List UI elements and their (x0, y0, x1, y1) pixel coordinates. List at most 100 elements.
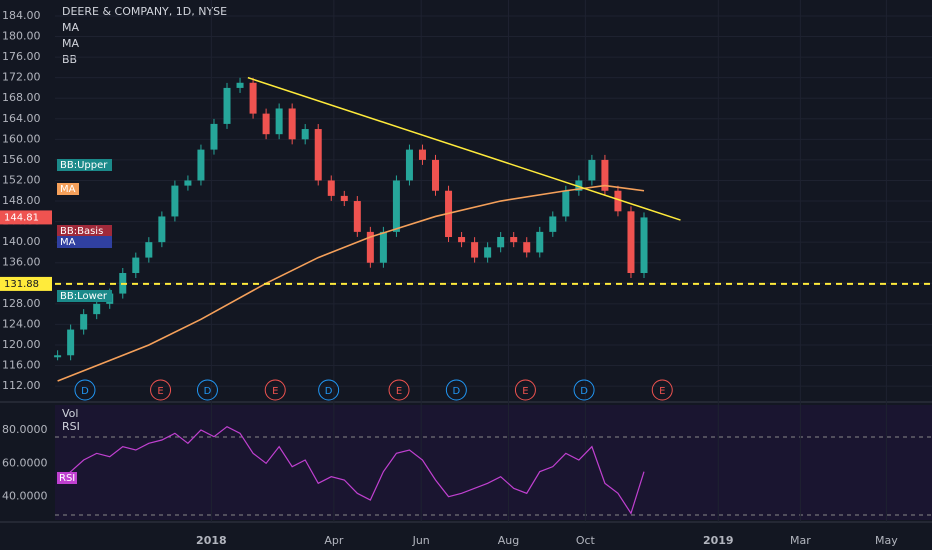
y-tick-label: 148.00 (2, 194, 41, 207)
candle (640, 217, 648, 274)
candle (145, 242, 153, 258)
indicator-badge-bg (57, 159, 112, 171)
event-label: D (580, 386, 588, 397)
candle (67, 329, 75, 356)
indicator-badge: MA (57, 236, 112, 248)
y-tick-label: 184.00 (2, 9, 41, 22)
y-tick-label: 120.00 (2, 338, 41, 351)
event-label: D (453, 386, 461, 397)
event-marker (573, 379, 595, 401)
candle (510, 237, 518, 243)
chart-title: DEERE & COMPANY, 1D, NYSE (62, 5, 227, 18)
x-tick-label: 2018 (196, 534, 227, 547)
candle (588, 159, 596, 181)
candle (549, 216, 557, 232)
event-marker (74, 379, 96, 401)
ma-line (57, 184, 645, 382)
x-tick-label: Jun (412, 534, 430, 547)
x-tick-label: Aug (498, 534, 519, 547)
y-tick-label: 140.00 (2, 235, 41, 248)
rsi-tick-label: 40.0000 (2, 490, 48, 503)
indicator-badge: BB:Upper (57, 159, 112, 171)
candle (471, 242, 479, 258)
event-marker (388, 379, 410, 401)
event-marker (514, 379, 536, 401)
candle (197, 149, 205, 181)
indicator-badge-label: MA (60, 237, 76, 248)
candle (80, 314, 88, 330)
candle (484, 247, 492, 258)
candle (262, 113, 270, 135)
indicator-badge-label: BB:Lower (60, 291, 108, 302)
event-marker (264, 379, 286, 401)
indicator-badge-bg (57, 225, 112, 237)
candle (562, 190, 570, 217)
event-label: E (522, 386, 528, 397)
indicator-badge-bg (57, 183, 79, 195)
y-tick-label: 172.00 (2, 71, 41, 84)
event-label: E (157, 386, 163, 397)
event-label: D (204, 386, 212, 397)
candle (432, 159, 440, 191)
x-tick-label: Apr (324, 534, 344, 547)
candle (210, 123, 218, 150)
indicator-badge: MA (57, 183, 79, 195)
event-label: E (659, 386, 665, 397)
price-badge (0, 276, 52, 291)
rsi-badge-label: RSI (59, 473, 75, 484)
x-tick-label: 2019 (703, 534, 734, 547)
rsi-pane (55, 405, 932, 520)
candle (366, 231, 374, 263)
y-tick-label: 112.00 (2, 379, 41, 392)
candle (288, 108, 296, 140)
trend-line (247, 76, 681, 221)
x-tick-label: Mar (790, 534, 811, 547)
candle (301, 129, 309, 140)
pane-label: RSI (62, 420, 80, 433)
candle (353, 201, 361, 232)
candle (627, 211, 635, 274)
price-badge-label: 144.81 (4, 212, 39, 223)
rsi-tick-label: 80.0000 (2, 423, 48, 436)
candle (184, 180, 192, 186)
event-label: D (325, 386, 333, 397)
candle (275, 108, 283, 135)
indicator-badge-bg (57, 236, 112, 248)
y-tick-label: 152.00 (2, 173, 41, 186)
candle (614, 190, 622, 212)
candle (458, 237, 466, 243)
candle (536, 231, 544, 253)
candle (158, 216, 166, 243)
y-tick-label: 156.00 (2, 153, 41, 166)
candle (497, 237, 505, 248)
y-tick-label: 136.00 (2, 256, 41, 269)
candle (54, 355, 62, 358)
candle (93, 303, 101, 315)
x-tick-label: May (875, 534, 898, 547)
candle (314, 129, 322, 181)
candle (223, 87, 231, 124)
pane-label: Vol (62, 407, 78, 420)
candle (132, 257, 140, 274)
legend-entry: MA (62, 21, 79, 34)
candle (575, 180, 583, 191)
indicator-badge-label: MA (60, 184, 76, 195)
price-badge (0, 210, 52, 225)
event-marker (318, 379, 340, 401)
candle (249, 82, 257, 114)
y-tick-label: 168.00 (2, 91, 41, 104)
candle (405, 149, 413, 181)
legend-entry: MA (62, 37, 79, 50)
indicator-badge-label: BB:Upper (60, 160, 108, 171)
candle (601, 159, 609, 191)
indicator-badge-bg (57, 290, 112, 302)
event-marker (445, 379, 467, 401)
candle (171, 185, 179, 217)
rsi-badge (57, 472, 77, 484)
indicator-badge: BB:Basis (57, 225, 112, 237)
event-marker (651, 379, 673, 401)
event-label: E (396, 386, 402, 397)
event-label: E (272, 386, 278, 397)
y-tick-label: 124.00 (2, 317, 41, 330)
